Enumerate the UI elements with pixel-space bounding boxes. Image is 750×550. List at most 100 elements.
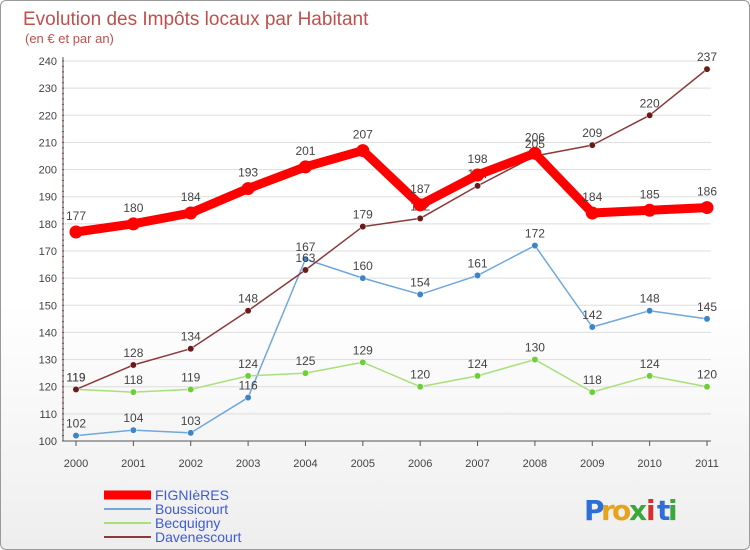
data-label: 187 (410, 182, 430, 196)
data-point (302, 255, 309, 263)
data-label: 129 (353, 343, 373, 357)
data-label: 172 (525, 227, 545, 241)
y-tick-label: 110 (39, 409, 57, 421)
x-tick-label: 2003 (236, 458, 260, 470)
chart-title: Evolution des Impôts locaux par Habitant (23, 9, 369, 30)
y-tick-label: 180 (39, 219, 57, 231)
data-label: 207 (353, 128, 373, 142)
data-label: 209 (582, 126, 602, 140)
data-point (244, 394, 252, 402)
data-label: 220 (640, 96, 660, 110)
y-tick-label: 150 (39, 300, 57, 312)
data-point (187, 429, 195, 437)
data-point (703, 315, 711, 323)
data-point (474, 372, 481, 380)
data-point (703, 65, 711, 73)
data-label: 205 (525, 137, 545, 151)
x-tick-label: 2005 (351, 458, 375, 470)
data-point (588, 141, 596, 149)
data-point (474, 182, 481, 190)
series-line (71, 146, 712, 237)
data-point (531, 242, 539, 250)
data-point (359, 223, 367, 231)
x-tick-label: 2007 (465, 458, 489, 470)
data-point (187, 345, 195, 353)
y-tick-label: 160 (39, 273, 57, 285)
data-point (302, 369, 309, 377)
data-point (72, 385, 80, 393)
data-point (643, 203, 657, 217)
y-tick-label: 190 (39, 192, 57, 204)
data-label: 124 (238, 357, 258, 371)
data-label: 193 (238, 166, 258, 180)
data-point (646, 111, 654, 119)
y-tick-label: 120 (39, 382, 57, 394)
data-point (646, 307, 654, 315)
data-label: 104 (123, 411, 143, 425)
y-tick-label: 130 (39, 355, 57, 367)
data-label: 184 (181, 190, 201, 204)
data-label: 160 (353, 259, 373, 273)
y-tick-label: 170 (39, 246, 57, 258)
data-point (531, 356, 539, 364)
grid-lines (63, 60, 711, 442)
series-becquigny: 119 118 119 124 125 129 120 124 130 118 124 120 (66, 341, 717, 396)
data-label: 102 (66, 417, 86, 431)
data-label: 237 (697, 50, 717, 64)
logo-letter: i (668, 494, 678, 527)
y-tick-label: 240 (39, 56, 57, 68)
data-label: 180 (123, 201, 143, 215)
data-point (471, 168, 485, 182)
data-label: 142 (582, 308, 602, 322)
chart-subtitle: (en € et par an) (25, 31, 114, 46)
data-label: 167 (295, 240, 315, 254)
data-label: 185 (640, 187, 660, 201)
data-point (356, 144, 370, 158)
logo-letter: r (601, 494, 615, 527)
data-point (241, 182, 255, 196)
data-point (474, 271, 481, 279)
data-label: 120 (410, 368, 430, 382)
data-label: 119 (66, 370, 85, 384)
data-label: 184 (582, 190, 602, 204)
data-point (588, 323, 596, 331)
logo-letter: x (629, 494, 647, 527)
logo-letter: o (612, 494, 631, 527)
data-label: 177 (66, 209, 86, 223)
x-tick-label: 2006 (408, 458, 432, 470)
axes: 100 110 120 130 140 150 160 170 180 190 200 210 220 2… (39, 56, 719, 470)
legend-label: Becquigny (155, 515, 220, 531)
data-label: 179 (353, 208, 373, 222)
data-label: 124 (468, 357, 488, 371)
data-label: 130 (525, 341, 545, 355)
data-point (244, 307, 252, 315)
x-tick-label: 2004 (293, 458, 317, 470)
y-tick-label: 210 (39, 137, 57, 149)
series-line (75, 358, 708, 393)
data-point (359, 358, 367, 366)
y-tick-label: 230 (39, 83, 57, 95)
legend-label: Boussicourt (155, 501, 228, 517)
data-point (416, 383, 424, 391)
x-tick-label: 2001 (121, 458, 145, 470)
data-point (184, 206, 198, 220)
data-point (700, 201, 714, 215)
data-label: 161 (468, 256, 488, 270)
data-label: 118 (124, 373, 143, 387)
data-label: 103 (181, 414, 201, 428)
data-label: 116 (239, 379, 258, 393)
data-point (126, 217, 140, 231)
data-label: 163 (295, 251, 315, 265)
logo-letter: i (646, 494, 656, 527)
data-point (416, 214, 424, 222)
data-point (129, 361, 137, 369)
data-label: 119 (181, 370, 200, 384)
data-point (129, 426, 137, 434)
data-point (129, 388, 137, 396)
logo-letter: t (657, 494, 670, 527)
x-tick-label: 2011 (695, 458, 719, 470)
